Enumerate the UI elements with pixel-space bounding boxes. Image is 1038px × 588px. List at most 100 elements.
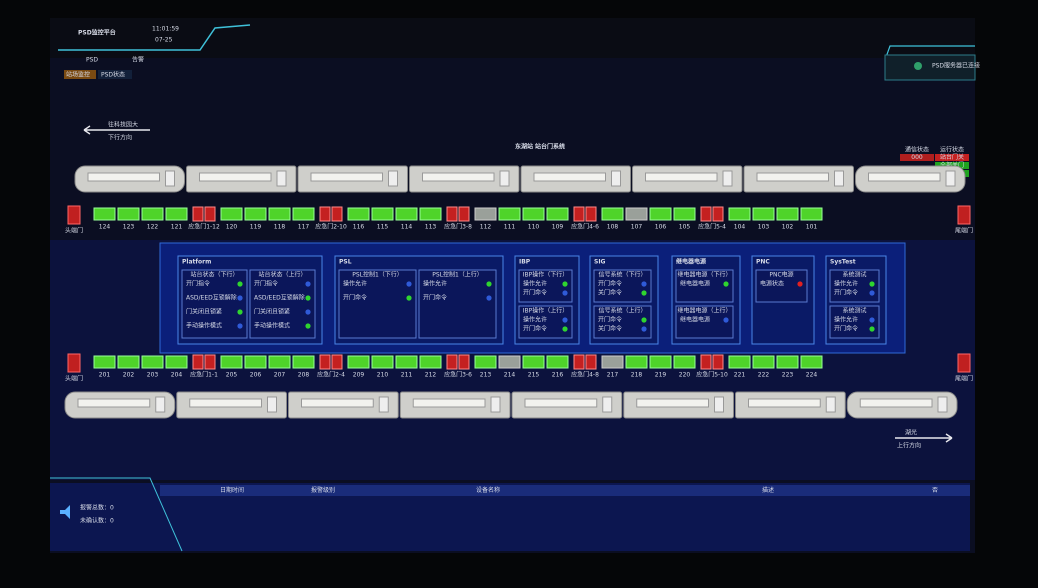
- direction-destination: 湖光: [905, 429, 917, 437]
- station-title: 东湖站 站台门系统: [515, 143, 565, 151]
- platform-door: [244, 355, 267, 369]
- door-label: 122: [147, 224, 159, 231]
- door-label: 118: [274, 224, 286, 231]
- platform-door: [776, 355, 799, 369]
- button[interactable]: 站场监控: [66, 71, 90, 79]
- end-door-label: 尾端门: [955, 227, 973, 235]
- door-label: 116: [353, 224, 365, 231]
- emergency-door: [712, 206, 724, 222]
- door-label: 216: [552, 372, 564, 379]
- train-door: [945, 170, 956, 187]
- indicator-light: [869, 281, 875, 287]
- emergency-door-label: 应急门2-10: [315, 223, 347, 231]
- tab[interactable]: 告警: [132, 56, 144, 64]
- platform-door: [625, 355, 648, 369]
- emergency-door: [446, 354, 458, 370]
- group-header: 站台状态（下行）: [190, 271, 238, 279]
- indicator-label: 关门命令: [598, 289, 622, 297]
- emergency-door: [585, 354, 597, 370]
- indicator-light: [406, 295, 412, 301]
- train-door: [602, 396, 613, 413]
- indicator-label: 操作允许: [423, 280, 447, 288]
- alarm-column-header: 描述: [762, 486, 774, 494]
- end-door: [67, 205, 81, 225]
- door-label: 112: [480, 224, 492, 231]
- door-label: 207: [274, 372, 286, 379]
- platform-door: [117, 355, 140, 369]
- platform-door: [673, 207, 696, 221]
- tab[interactable]: PSD: [86, 57, 98, 64]
- end-door-label: 头端门: [65, 227, 83, 235]
- train-window: [756, 172, 829, 182]
- button[interactable]: PSD状态: [101, 71, 125, 79]
- platform-door: [244, 207, 267, 221]
- group-header: 继电器电源（下行）: [677, 271, 731, 279]
- status-header: 通信状态: [905, 146, 929, 154]
- train-door: [499, 170, 510, 187]
- indicator-light: [869, 290, 875, 296]
- door-label: 102: [782, 224, 794, 231]
- alarm-count-label: 报警总数：: [80, 504, 110, 512]
- train-door: [937, 396, 948, 413]
- emergency-door: [331, 354, 343, 370]
- indicator-label: 开门命令: [423, 294, 447, 302]
- door-label: 106: [655, 224, 667, 231]
- indicator-label: 继电器电源: [680, 316, 710, 324]
- platform-door: [625, 207, 648, 221]
- panel-group: [593, 269, 652, 303]
- emergency-door-label: 应急门3-6: [444, 371, 472, 379]
- indicator-label: 操作允许: [523, 280, 547, 288]
- indicator-light: [723, 281, 729, 287]
- platform-door: [347, 207, 370, 221]
- indicator-light: [237, 323, 243, 329]
- end-door: [957, 205, 971, 225]
- status-cell: [935, 154, 969, 161]
- emergency-door: [458, 354, 470, 370]
- platform-door: [752, 207, 775, 221]
- indicator-label: 门关闭且锁紧: [254, 308, 290, 316]
- train-door: [825, 396, 836, 413]
- status-cell: [900, 154, 934, 161]
- emergency-door: [204, 354, 216, 370]
- alarm-column-header: 报警级别: [311, 486, 335, 494]
- door-label: 209: [353, 372, 365, 379]
- platform-door: [800, 355, 823, 369]
- platform-door: [419, 207, 442, 221]
- indicator-light: [641, 326, 647, 332]
- door-label: 115: [377, 224, 389, 231]
- group-header: 系统测试: [842, 307, 866, 315]
- indicator-label: 开门命令: [598, 280, 622, 288]
- platform-door: [419, 355, 442, 369]
- emergency-door: [458, 206, 470, 222]
- indicator-label: 开门指令: [186, 280, 210, 288]
- indicator-light: [305, 309, 311, 315]
- platform-door: [117, 207, 140, 221]
- app-title: PSD监控平台: [78, 29, 116, 37]
- train-window: [412, 398, 486, 408]
- door-label: 220: [679, 372, 691, 379]
- platform-door: [800, 207, 823, 221]
- panel-title: IBP: [519, 259, 531, 266]
- panel-group: [593, 305, 652, 339]
- clock-date: 07-25: [155, 37, 173, 44]
- clock-time: 11:01:59: [152, 26, 179, 33]
- door-label: 206: [250, 372, 262, 379]
- emergency-door: [319, 206, 331, 222]
- door-label: 202: [123, 372, 135, 379]
- door-label: 105: [679, 224, 691, 231]
- train-window: [636, 398, 709, 408]
- platform-door: [474, 355, 497, 369]
- train-door: [722, 170, 733, 187]
- train-door: [165, 170, 175, 187]
- platform-door: [498, 355, 521, 369]
- train-window: [77, 398, 151, 408]
- panel-group: [418, 269, 497, 339]
- platform-door: [347, 355, 370, 369]
- alarm-column-header: 设备名称: [476, 486, 500, 494]
- train-door: [155, 396, 166, 413]
- group-header: PSL控制1（下行）: [352, 271, 403, 279]
- train-door: [490, 396, 501, 413]
- emergency-door: [573, 206, 585, 222]
- end-door-label: 头端门: [65, 375, 83, 383]
